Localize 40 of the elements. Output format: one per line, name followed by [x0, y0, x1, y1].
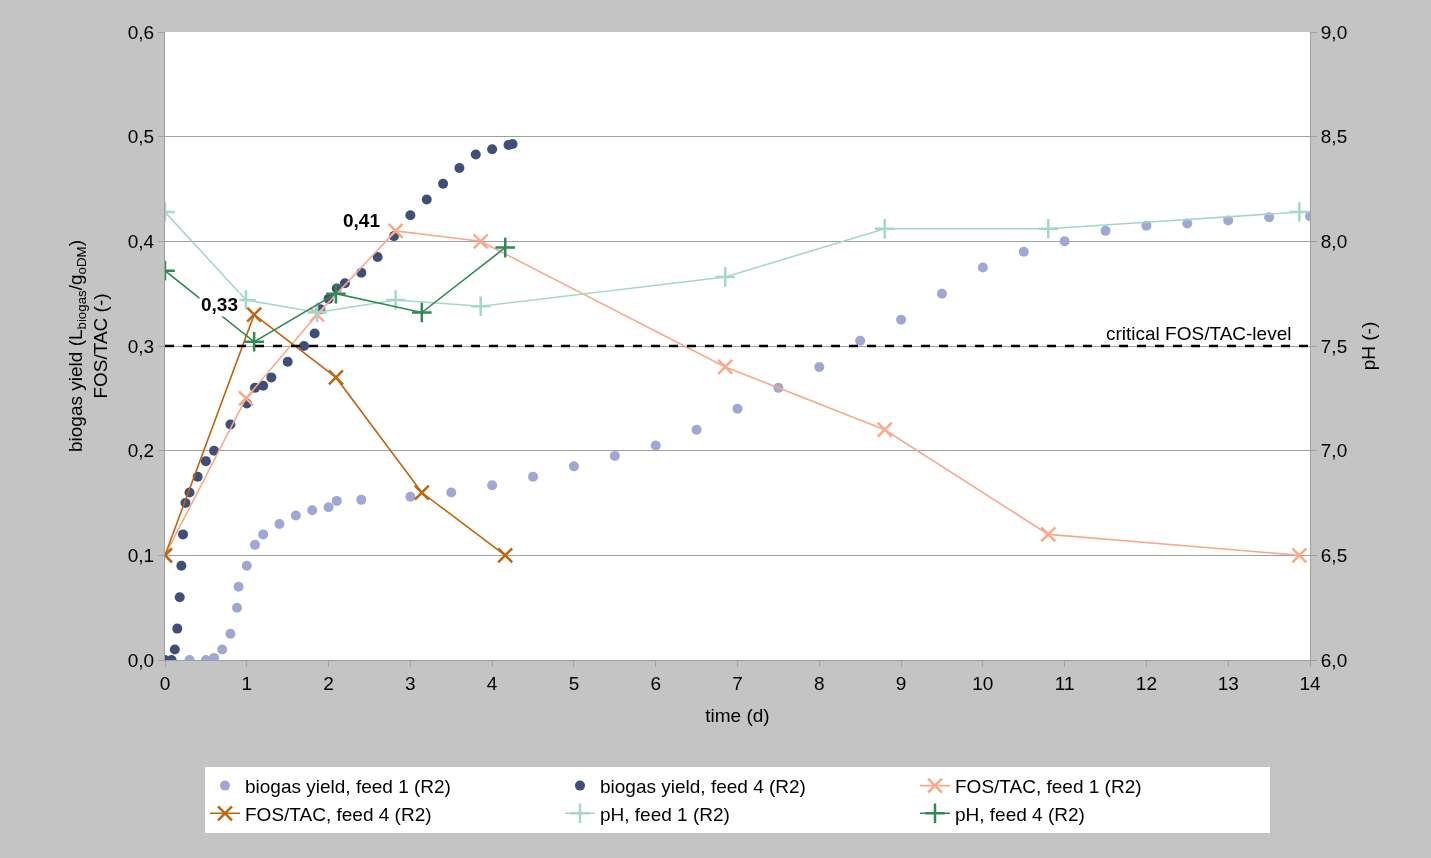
x-tick-label: 7: [732, 672, 743, 694]
x-axis-title: time (d): [705, 704, 770, 726]
ref-line-label: critical FOS/TAC-level: [1106, 323, 1292, 344]
y2-axis-title: pH (-): [1358, 321, 1380, 371]
legend-label: pH, feed 1 (R2): [600, 803, 730, 825]
x-tick-label: 11: [1054, 672, 1075, 694]
y2-tick-label: 9,0: [1320, 21, 1348, 43]
y-tick-label: 0,6: [127, 21, 155, 43]
x-tick-label: 10: [972, 672, 994, 694]
x-tick-label: 3: [405, 672, 416, 694]
y2-tick-label: 7,0: [1320, 440, 1348, 462]
y-tick-label: 0,0: [127, 649, 155, 671]
annotation: 0,41: [343, 210, 381, 231]
y2-tick-label: 6,5: [1320, 544, 1348, 566]
y2-tick-label: 8,5: [1320, 126, 1348, 148]
x-tick-label: 8: [814, 672, 825, 694]
x-tick-label: 14: [1299, 672, 1321, 694]
y-tick-label: 0,4: [127, 230, 155, 252]
legend-label: biogas yield, feed 4 (R2): [600, 776, 806, 798]
x-tick-label: 2: [323, 672, 334, 694]
x-tick-label: 13: [1217, 672, 1239, 694]
x-tick-label: 9: [895, 672, 907, 694]
y2-tick-label: 8,0: [1320, 230, 1348, 252]
x-tick-label: 1: [241, 672, 253, 694]
x-tick-label: 6: [650, 672, 661, 694]
annotation: 0,33: [201, 294, 238, 315]
y2-tick-label: 7,5: [1320, 335, 1348, 357]
legend-label: pH, feed 4 (R2): [955, 803, 1085, 825]
y2-tick-label: 6,0: [1320, 649, 1348, 671]
y-tick-label: 0,1: [127, 544, 155, 566]
x-tick-label: 5: [568, 672, 580, 694]
y-tick-label: 0,5: [127, 126, 155, 148]
legend-label: biogas yield, feed 1 (R2): [245, 776, 451, 798]
x-tick-label: 0: [159, 672, 171, 694]
y-tick-label: 0,3: [127, 335, 155, 357]
x-tick-label: 12: [1135, 672, 1157, 694]
y-tick-label: 0,2: [127, 440, 155, 462]
legend-label: FOS/TAC, feed 1 (R2): [955, 776, 1142, 798]
legend-label: FOS/TAC, feed 4 (R2): [245, 803, 432, 825]
x-tick-label: 4: [486, 672, 498, 694]
